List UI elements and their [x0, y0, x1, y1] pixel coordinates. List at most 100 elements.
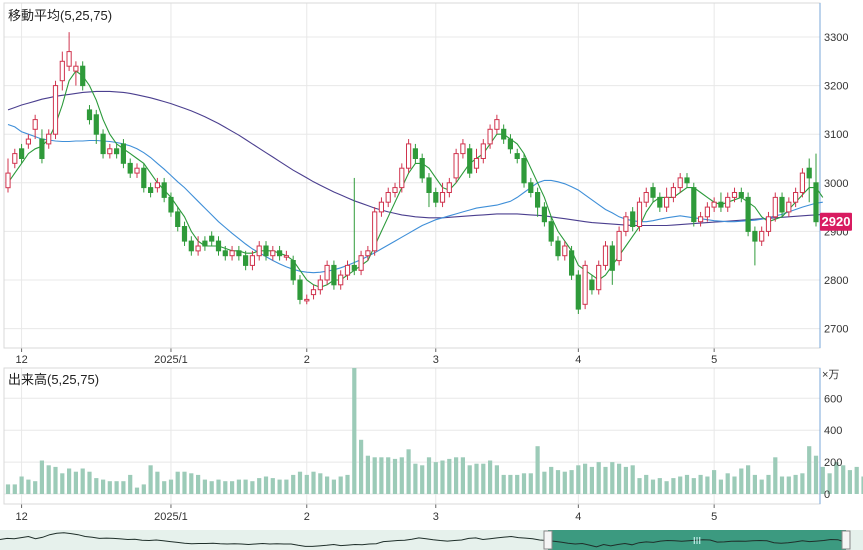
candle-down: [806, 167, 812, 179]
volume-bar: [26, 479, 31, 494]
candle-down: [419, 158, 425, 179]
volume-bar: [746, 465, 751, 494]
candle-down: [331, 264, 337, 286]
candle-down: [236, 250, 242, 257]
candle-down: [100, 133, 106, 155]
volume-bar: [284, 479, 289, 494]
navigator-right-handle[interactable]: [841, 530, 851, 550]
volume-bar: [73, 471, 78, 494]
volume-bar: [107, 481, 112, 494]
candle-up: [392, 187, 398, 194]
volume-bar: [820, 466, 825, 494]
volume-x-tick-label: 3: [433, 511, 439, 523]
volume-bar: [94, 478, 99, 494]
volume-bar: [5, 484, 11, 494]
candle-up: [372, 211, 378, 252]
candle-up: [310, 289, 317, 296]
candle-down: [114, 148, 120, 155]
price-x-tick-label: 12: [15, 354, 27, 366]
candle-down: [535, 192, 541, 208]
volume-bar: [732, 476, 737, 494]
candle-up: [365, 250, 371, 257]
candle-up: [704, 206, 710, 218]
candle-down: [209, 235, 215, 242]
volume-bar: [834, 462, 839, 494]
candle-up: [195, 245, 201, 252]
volume-bar: [698, 474, 703, 494]
candle-down: [263, 245, 269, 257]
range-navigator[interactable]: III: [0, 530, 863, 550]
navigator-left-handle[interactable]: [543, 530, 553, 550]
candle-down: [297, 279, 303, 300]
volume-bar: [691, 478, 696, 494]
candle-down: [141, 167, 147, 189]
candle-up: [385, 192, 391, 203]
volume-bar: [291, 474, 296, 494]
volume-bar: [148, 465, 153, 494]
volume-bar: [325, 476, 330, 494]
volume-bar: [617, 463, 622, 494]
candle-down: [738, 192, 744, 198]
navigator-grip[interactable]: III: [693, 536, 701, 547]
candle-up: [134, 167, 140, 174]
volume-bar: [141, 484, 146, 494]
volume-bar: [501, 474, 506, 494]
volume-bar: [712, 470, 717, 494]
candle-down: [39, 138, 45, 160]
price-y-tick-label: 3200: [824, 81, 848, 93]
volume-x-tick-label: 4: [575, 511, 581, 523]
candle-up: [283, 255, 289, 258]
candle-up: [616, 230, 622, 262]
candle-down: [589, 279, 595, 291]
candle-up: [453, 153, 459, 179]
volume-bar: [196, 474, 201, 494]
volume-bar: [610, 462, 615, 494]
candle-up: [473, 158, 480, 169]
volume-bar: [773, 457, 778, 494]
candle-up: [406, 143, 412, 169]
candle-up: [725, 196, 731, 208]
candle-down: [127, 162, 133, 174]
candle-up: [358, 255, 364, 271]
candle-up: [229, 250, 235, 257]
volume-bar: [12, 484, 17, 494]
candle-down: [691, 187, 697, 223]
volume-bar: [813, 455, 819, 494]
volume-bar: [650, 479, 656, 494]
candle-down: [528, 182, 534, 194]
candle-down: [222, 250, 228, 257]
candle-down: [684, 177, 690, 184]
volume-bar: [800, 473, 805, 494]
volume-bar: [67, 468, 72, 494]
volume-bar: [162, 481, 167, 494]
candle-up: [562, 245, 568, 257]
volume-chart-title: 出来高(5,25,75): [8, 372, 99, 387]
candle-up: [73, 65, 79, 72]
volume-bar: [250, 481, 255, 494]
gridlines: [4, 3, 820, 508]
candle-down: [630, 211, 636, 227]
candle-down: [426, 177, 432, 193]
candle-up: [786, 201, 792, 213]
volume-bar: [433, 462, 438, 494]
volume-bar: [168, 479, 174, 494]
candle-down: [548, 221, 554, 242]
candle-up: [12, 153, 18, 164]
volume-bar: [528, 473, 533, 494]
volume-bar: [230, 481, 235, 494]
price-y-tick-label: 2700: [824, 324, 848, 336]
candle-down: [80, 65, 86, 87]
candle-up: [46, 133, 52, 145]
candle-down: [657, 196, 663, 208]
candle-down: [188, 240, 194, 252]
volume-bar: [684, 474, 690, 494]
candle-down: [290, 260, 296, 281]
candle-up: [765, 216, 772, 232]
volume-bar: [297, 471, 303, 494]
volume-bar: [318, 473, 323, 494]
candle-down: [168, 196, 174, 213]
volume-bar: [263, 476, 269, 494]
volume-y-tick-label: 0: [824, 489, 830, 501]
volume-bar: [46, 465, 51, 494]
